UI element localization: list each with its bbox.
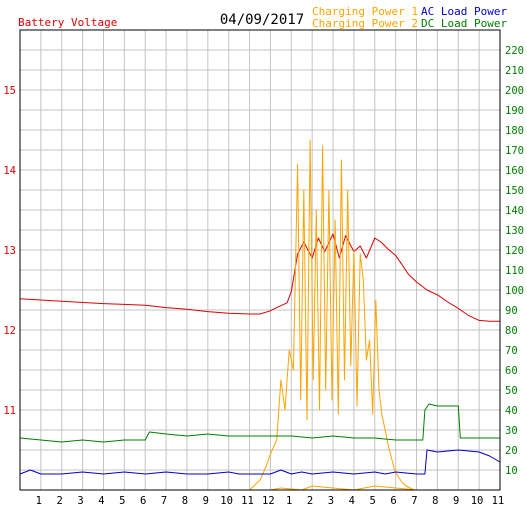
x-tick-label: 8 xyxy=(432,495,438,507)
x-tick-label: 2 xyxy=(307,495,313,507)
right-tick-label: 160 xyxy=(505,165,524,177)
right-tick-label: 170 xyxy=(505,145,524,157)
x-tick-label: 7 xyxy=(161,495,167,507)
x-tick-label: 12 xyxy=(262,495,275,507)
right-tick-label: 80 xyxy=(505,325,518,337)
x-tick-label: 6 xyxy=(140,495,146,507)
right-tick-label: 120 xyxy=(505,245,524,257)
legend-charging-power-2: Charging Power 2 xyxy=(312,17,418,30)
x-tick-label: 6 xyxy=(390,495,396,507)
x-tick-label: 10 xyxy=(471,495,484,507)
right-tick-label: 50 xyxy=(505,385,518,397)
x-tick-label: 11 xyxy=(492,495,505,507)
x-tick-label: 8 xyxy=(182,495,188,507)
x-tick-label: 9 xyxy=(453,495,459,507)
x-tick-label: 7 xyxy=(411,495,417,507)
x-tick-label: 4 xyxy=(98,495,104,507)
right-tick-label: 40 xyxy=(505,405,518,417)
plot-frame xyxy=(19,29,501,491)
legend-charging-power-1: Charging Power 1 xyxy=(312,5,418,18)
x-tick-label: 5 xyxy=(370,495,376,507)
legend-ac-load-power: AC Load Power xyxy=(421,5,507,18)
x-tick-label: 10 xyxy=(220,495,233,507)
right-tick-label: 200 xyxy=(505,85,524,97)
x-tick-label: 1 xyxy=(36,495,42,507)
x-tick-label: 4 xyxy=(349,495,355,507)
right-tick-label: 60 xyxy=(505,365,518,377)
series-line-dc-load-power xyxy=(19,403,500,443)
right-tick-label: 70 xyxy=(505,345,518,357)
x-tick-label: 9 xyxy=(203,495,209,507)
left-tick-label: 14 xyxy=(3,165,16,177)
left-tick-label: 15 xyxy=(3,85,16,97)
left-tick-label: 11 xyxy=(3,405,16,417)
series-line-charging-power-1 xyxy=(20,139,500,491)
right-tick-label: 20 xyxy=(505,445,518,457)
right-tick-label: 130 xyxy=(505,225,524,237)
grid xyxy=(20,30,500,490)
x-tick-label: 3 xyxy=(328,495,334,507)
chart-title: 04/09/2017 xyxy=(220,12,304,28)
right-tick-label: 110 xyxy=(505,265,524,277)
right-tick-label: 150 xyxy=(505,185,524,197)
right-tick-label: 210 xyxy=(505,65,524,77)
series-line-charging-power-2 xyxy=(20,485,500,491)
left-tick-label: 13 xyxy=(3,245,16,257)
series-line-battery-voltage xyxy=(19,233,500,322)
legend-dc-load-power: DC Load Power xyxy=(421,17,507,30)
right-tick-label: 190 xyxy=(505,105,524,117)
x-tick-label: 3 xyxy=(77,495,83,507)
x-tick-label: 5 xyxy=(119,495,125,507)
x-tick-label: 1 xyxy=(286,495,292,507)
left-tick-label: 12 xyxy=(3,325,16,337)
left-axis-title: Battery Voltage xyxy=(18,16,117,29)
right-tick-label: 180 xyxy=(505,125,524,137)
x-tick-label: 2 xyxy=(56,495,62,507)
right-tick-label: 10 xyxy=(505,465,518,477)
series-layer xyxy=(19,139,501,491)
right-tick-label: 100 xyxy=(505,285,524,297)
right-tick-label: 30 xyxy=(505,425,518,437)
right-tick-label: 140 xyxy=(505,205,524,217)
right-tick-label: 220 xyxy=(505,45,524,57)
right-tick-label: 90 xyxy=(505,305,518,317)
x-tick-label: 11 xyxy=(241,495,254,507)
series-line-ac-load-power xyxy=(19,449,501,475)
axis-labels: 1 2 3 4 5 6 7 8 9 10 11 12 1 2 3 4 5 6 7 8 9 10 11111213141510… xyxy=(3,45,524,507)
